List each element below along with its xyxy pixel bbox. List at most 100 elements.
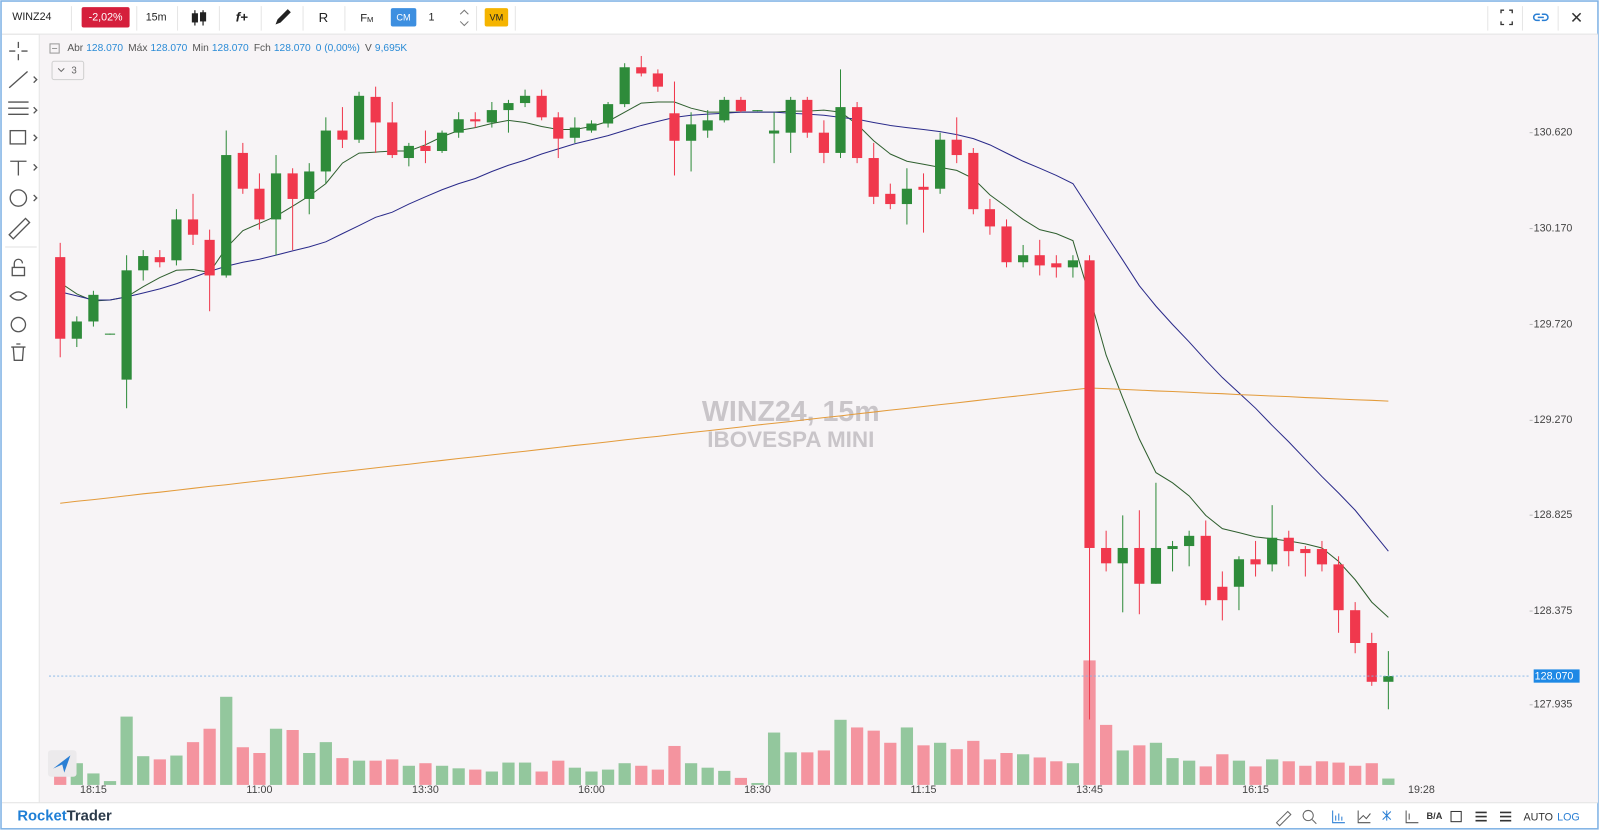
candle-body bbox=[353, 95, 365, 140]
candle-body bbox=[420, 145, 431, 152]
vm-text: VM bbox=[490, 12, 504, 22]
volume-bar bbox=[1149, 742, 1163, 785]
y-tick-label: 130.170 bbox=[1534, 222, 1573, 234]
delete-button[interactable] bbox=[11, 343, 26, 361]
volume-bar bbox=[1017, 754, 1030, 785]
volume-bar bbox=[718, 770, 731, 785]
candle-body bbox=[1267, 537, 1278, 565]
volume-bar bbox=[635, 765, 648, 785]
candle-type-button[interactable] bbox=[191, 10, 207, 26]
volume-bar bbox=[303, 752, 316, 785]
line-icon[interactable] bbox=[1357, 810, 1371, 824]
close-button[interactable] bbox=[1571, 12, 1582, 22]
candle-body bbox=[1117, 547, 1128, 564]
indicator-toggle[interactable] bbox=[51, 60, 85, 81]
volume-bar bbox=[751, 783, 764, 785]
symbol[interactable]: WINZ24 bbox=[12, 11, 51, 23]
legend-value: 128.070 bbox=[212, 43, 249, 54]
last-price-box bbox=[1533, 669, 1580, 683]
candle-body bbox=[1034, 255, 1045, 266]
candle-body bbox=[121, 270, 132, 380]
y-tick-label: 128.375 bbox=[1534, 605, 1573, 617]
candle-body bbox=[935, 139, 946, 189]
text-tool[interactable] bbox=[10, 160, 27, 176]
candle-body bbox=[536, 95, 547, 118]
grid-icon[interactable] bbox=[1382, 810, 1392, 821]
volume-bar bbox=[435, 765, 449, 785]
drawing-button[interactable] bbox=[275, 9, 291, 25]
collapse-box[interactable] bbox=[49, 43, 60, 54]
log-button[interactable]: LOG bbox=[1557, 811, 1580, 823]
scale-icon[interactable] bbox=[1405, 810, 1419, 824]
volume-bar bbox=[1382, 778, 1395, 785]
candle-body bbox=[304, 171, 315, 199]
candle-body bbox=[1084, 260, 1095, 548]
volume-bar bbox=[601, 769, 615, 785]
volume-bar bbox=[933, 742, 947, 785]
crosshair-tool[interactable] bbox=[9, 41, 28, 61]
volume-bar bbox=[103, 781, 117, 785]
book-icon[interactable] bbox=[1450, 810, 1462, 823]
timeframe[interactable]: 15m bbox=[146, 12, 167, 24]
shape-tool[interactable] bbox=[9, 129, 27, 145]
help-button[interactable] bbox=[10, 316, 27, 333]
candle-body bbox=[287, 173, 298, 199]
y-tick-label: 129.720 bbox=[1534, 318, 1573, 330]
list-icons[interactable] bbox=[1475, 811, 1512, 822]
candle-body bbox=[968, 152, 979, 210]
volume-bar bbox=[1166, 758, 1179, 785]
lock-button[interactable] bbox=[11, 258, 26, 277]
fm-button[interactable]: FM bbox=[360, 12, 373, 24]
left-toolbar bbox=[5, 34, 40, 803]
candle-body bbox=[453, 119, 464, 133]
candle-body bbox=[1167, 546, 1178, 550]
line-tool[interactable] bbox=[8, 70, 28, 89]
volume-bar bbox=[618, 763, 631, 785]
vm-button[interactable] bbox=[484, 8, 509, 27]
volume-bar bbox=[186, 742, 200, 785]
volume-bar bbox=[684, 763, 698, 785]
candle-body bbox=[1018, 255, 1029, 263]
ba-button[interactable]: B/A bbox=[1427, 811, 1443, 821]
r-tool-button[interactable]: R bbox=[319, 10, 329, 25]
zoom-icon[interactable] bbox=[1302, 809, 1314, 822]
candle-body bbox=[370, 96, 381, 123]
auto-button[interactable]: AUTO bbox=[1523, 811, 1553, 823]
volume-bar bbox=[1249, 766, 1262, 785]
moving-average bbox=[60, 387, 1389, 504]
indicator-count: 3 bbox=[71, 66, 76, 77]
functions-button[interactable]: f+ bbox=[236, 9, 248, 24]
volume-bar bbox=[801, 752, 814, 785]
candle-body bbox=[204, 239, 215, 276]
visibility-button[interactable] bbox=[9, 291, 28, 301]
volume-bar bbox=[203, 728, 216, 785]
emoji-tool[interactable] bbox=[9, 189, 28, 207]
volume-bar bbox=[734, 777, 748, 785]
volume-bar bbox=[1000, 752, 1013, 785]
volume-bar bbox=[1232, 760, 1246, 785]
link-button[interactable] bbox=[1532, 13, 1549, 22]
fullscreen-button[interactable] bbox=[1500, 9, 1513, 26]
fib-tool[interactable] bbox=[8, 101, 29, 115]
volume-bar bbox=[236, 747, 249, 785]
cm-button[interactable] bbox=[390, 8, 417, 27]
volume-bar bbox=[319, 742, 332, 785]
bars-icon[interactable] bbox=[1332, 810, 1345, 824]
spinner[interactable] bbox=[459, 9, 469, 27]
candle-body bbox=[221, 155, 232, 276]
volume-bar bbox=[767, 732, 781, 785]
draw-icon[interactable] bbox=[1275, 810, 1292, 827]
footer: RocketTrader B/A AUTO LOG bbox=[2, 802, 1598, 827]
candle-body bbox=[503, 103, 514, 111]
ruler-tool[interactable] bbox=[8, 217, 31, 240]
cm-text: CM bbox=[396, 12, 410, 22]
candle-body bbox=[802, 99, 813, 133]
count-input[interactable]: 1 bbox=[429, 12, 435, 24]
x-tick-label: 11:15 bbox=[911, 784, 937, 796]
candle-body bbox=[470, 119, 481, 122]
candle-body bbox=[320, 130, 331, 172]
candle-body bbox=[1134, 547, 1145, 584]
candle-body bbox=[1067, 260, 1079, 268]
candle-body bbox=[685, 124, 697, 141]
fm-sub: M bbox=[367, 15, 373, 24]
